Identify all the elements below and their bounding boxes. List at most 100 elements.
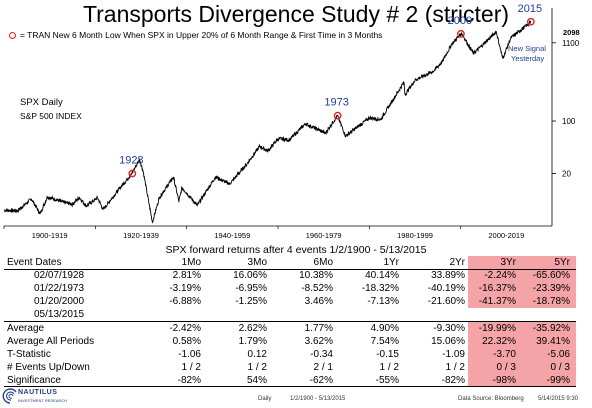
- summary-label: Average: [7, 322, 45, 334]
- stats-title: SPX forward returns after 4 events 1/2/1…: [165, 244, 427, 256]
- summary-row: # Events Up/Down 1 / 2 1 / 2 2 / 1 1 / 2 1 / …: [4, 360, 576, 374]
- signal-year-label: 1973: [324, 97, 348, 109]
- column-header: 2Yr: [402, 256, 468, 270]
- price-chart: 20 100 1100 1900-1919 1920-1939 1940-1959 1960…: [3, 3, 580, 240]
- return-cell: -23.39%: [522, 282, 576, 296]
- signal-marker: [456, 29, 465, 38]
- returns-table: Event Dates 1Mo 3Mo 6Mo 1Yr 2Yr 3Yr 5Yr 02/07/19…: [4, 256, 576, 388]
- chart-legend: = TRAN New 6 Month Low When SPX in Upper…: [9, 30, 382, 40]
- summary-cell: 54%: [204, 373, 270, 388]
- summary-cell: -0.34: [310, 348, 333, 360]
- return-cell: [402, 308, 468, 322]
- event-date: 05/13/2015: [4, 308, 138, 322]
- summary-cell: 2.62%: [238, 322, 267, 334]
- return-cell: -40.19%: [427, 283, 465, 295]
- return-cell: -21.60%: [427, 296, 465, 308]
- return-cell: 40.14%: [365, 270, 399, 282]
- return-cell: 2.81%: [172, 270, 201, 282]
- summary-cell: 4.90%: [370, 322, 399, 334]
- signal-marker: [128, 169, 137, 178]
- summary-cell: 15.06%: [431, 335, 465, 347]
- summary-cell: -2.42%: [169, 322, 201, 334]
- x-tick-label: 2000-2019: [488, 231, 524, 240]
- summary-cell: 0 / 3: [468, 360, 522, 374]
- summary-cell: 7.54%: [370, 335, 399, 347]
- column-header: 3Yr: [468, 256, 522, 270]
- event-date: 02/07/1928: [34, 270, 85, 282]
- column-header: 5Yr: [522, 256, 576, 270]
- summary-cell: -0.15: [376, 348, 399, 360]
- summary-cell: -19.99%: [468, 321, 522, 335]
- nautilus-logo-icon: [2, 388, 17, 404]
- return-cell: [522, 308, 576, 322]
- return-cell: [270, 308, 336, 322]
- summary-cell: -5.06: [522, 347, 576, 361]
- x-tick-label: 1920-1939: [123, 231, 159, 240]
- last-value-label: 2098: [563, 28, 580, 37]
- column-header: 1Mo: [138, 256, 204, 270]
- summary-cell: 3.62%: [304, 335, 333, 347]
- summary-cell: 22.32%: [468, 334, 522, 348]
- signal-year-label: 2015: [518, 3, 542, 15]
- new-signal-label-2: Yesterday: [511, 54, 544, 63]
- return-cell: 16.06%: [233, 270, 267, 282]
- y-tick-label: 100: [562, 117, 576, 126]
- return-cell: -2.24%: [468, 269, 522, 283]
- signal-marker: [333, 111, 342, 120]
- chart-series: [4, 20, 532, 224]
- signal-marker: [526, 17, 535, 26]
- summary-cell: -99%: [522, 373, 576, 388]
- summary-cell: 1 / 2: [181, 361, 201, 373]
- summary-cell: -1.09: [442, 348, 465, 360]
- chart-signals: 1928 1973 2000 2015: [119, 3, 542, 178]
- summary-cell: -82%: [402, 373, 468, 388]
- event-date: 01/22/1973: [34, 283, 85, 295]
- page-title: Transports Divergence Study # 2 (stricte…: [82, 1, 510, 27]
- summary-cell: -3.70: [468, 347, 522, 361]
- chart-label-index: S&P 500 INDEX: [20, 111, 82, 121]
- summary-cell: 39.41%: [522, 334, 576, 348]
- return-cell: [138, 308, 204, 322]
- summary-row: T-Statistic -1.06 0.12 -0.34 -0.15 -1.09 -3.70…: [4, 347, 576, 361]
- column-header: 1Yr: [336, 256, 402, 270]
- summary-cell: -98%: [468, 373, 522, 388]
- new-signal-label: New Signal: [508, 44, 546, 53]
- summary-cell: 2 / 1: [313, 361, 333, 373]
- return-cell: -8.52%: [301, 283, 333, 295]
- signal-year-label: 1928: [119, 155, 143, 167]
- column-header: Event Dates: [4, 256, 138, 270]
- summary-cell: 1.79%: [238, 335, 267, 347]
- x-tick-label: 1900-1919: [32, 231, 68, 240]
- return-cell: -65.60%: [522, 269, 576, 283]
- summary-cell: -82%: [138, 373, 204, 388]
- summary-row: Significance -82% 54% -62% -55% -82% -98% -99%: [4, 373, 576, 388]
- summary-cell: -62%: [270, 373, 336, 388]
- return-cell: 10.38%: [299, 270, 333, 282]
- column-header: 6Mo: [270, 256, 336, 270]
- return-cell: -41.37%: [468, 295, 522, 309]
- summary-cell: 0.58%: [172, 335, 201, 347]
- logo-text: NAUTILUS: [18, 389, 58, 396]
- footer-daily: Daily: [258, 396, 272, 402]
- return-cell: -18.78%: [522, 295, 576, 309]
- chart-axes: 20 100 1100 1900-1919 1920-1939 1940-1959 1960…: [3, 8, 580, 240]
- return-cell: -6.88%: [169, 296, 201, 308]
- x-tick-label: 1940-1959: [214, 231, 250, 240]
- summary-cell: -35.92%: [522, 321, 576, 335]
- summary-cell: -9.30%: [433, 322, 465, 334]
- event-row: 01/22/1973 -3.19% -6.95% -8.52% -18.32% -40.1…: [4, 282, 576, 296]
- summary-cell: 1.77%: [304, 322, 333, 334]
- return-cell: 3.46%: [304, 296, 333, 308]
- signal-marker-icon: [9, 31, 16, 39]
- summary-cell: -1.06: [178, 348, 201, 360]
- logo-subtext: INVESTMENT RESEARCH: [18, 398, 68, 403]
- event-row: 01/20/2000 -6.88% -1.25% 3.46% -7.13% -21.60%…: [4, 295, 576, 309]
- summary-label: Average All Periods: [7, 335, 95, 347]
- table-header-row: Event Dates 1Mo 3Mo 6Mo 1Yr 2Yr 3Yr 5Yr: [4, 256, 576, 270]
- event-date: 01/20/2000: [34, 296, 85, 308]
- return-cell: -6.95%: [235, 283, 267, 295]
- signal-year-label: 2000: [448, 15, 472, 27]
- footer-date: 5/14/2015 9:30: [538, 396, 579, 402]
- y-tick-label: 20: [562, 170, 571, 179]
- return-cell: -3.19%: [169, 283, 201, 295]
